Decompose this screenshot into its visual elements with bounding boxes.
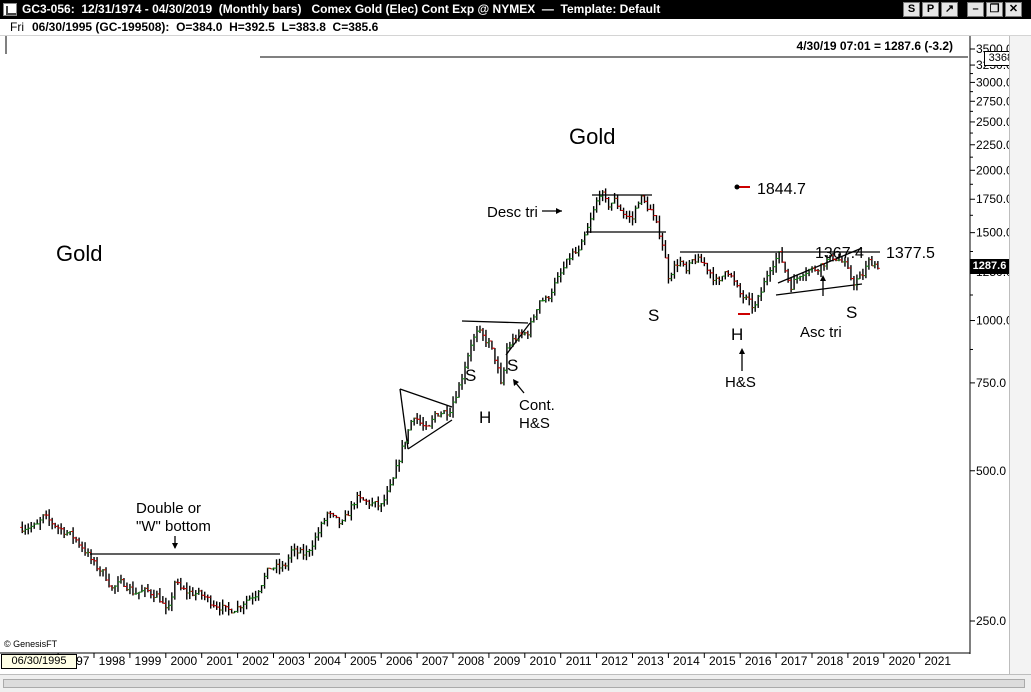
price-bars xyxy=(20,188,880,616)
cursor-date-box: 06/30/1995 xyxy=(1,654,77,669)
x-tick-label: 2004 xyxy=(314,654,341,668)
x-tick-label: 1999 xyxy=(135,654,162,668)
cont-hs-slope xyxy=(505,322,531,356)
minimize-button[interactable]: – xyxy=(967,2,984,17)
neckline-price-label: 1367.4 xyxy=(815,245,864,262)
asc-tri-arrowhead xyxy=(820,275,826,281)
chart-title-left: Gold xyxy=(56,241,102,266)
ohlc-readout: 06/30/1995 (GC-199508): O=384.0 H=392.5 … xyxy=(32,20,379,34)
pattern-lines xyxy=(90,184,880,555)
y-tick-label: 2750.0 xyxy=(976,94,1009,108)
x-tick-label: 2019 xyxy=(853,654,880,668)
x-tick-label: 2007 xyxy=(422,654,449,668)
x-tick-label: 2017 xyxy=(781,654,808,668)
desc-tri-arrowhead xyxy=(556,208,562,214)
y-tick-label: 3000.0 xyxy=(976,75,1009,89)
y-tick-label: 2250.0 xyxy=(976,138,1009,152)
asc-tri-upper xyxy=(777,247,863,284)
cont-hs-arrowhead xyxy=(513,379,519,386)
y-tick-label: 500.0 xyxy=(976,464,1006,478)
x-tick-label: 2001 xyxy=(206,654,233,668)
x-tick-label: 2003 xyxy=(278,654,305,668)
genesis-credit: © GenesisFT xyxy=(4,639,58,649)
y-tick-label: 2000.0 xyxy=(976,163,1009,177)
x-tick-label: 2010 xyxy=(529,654,556,668)
hs-left-shoulder: S xyxy=(648,306,659,325)
vertical-scrollbar[interactable] xyxy=(1009,36,1031,674)
desc-tri-label: Desc tri xyxy=(487,204,538,221)
x-tick-label: 2016 xyxy=(745,654,772,668)
hs-arrowhead xyxy=(739,348,745,354)
sym-tri-lower xyxy=(407,419,453,450)
x-tick-label: 2013 xyxy=(637,654,664,668)
window-titlebar: GC3-056: 12/31/1974 - 04/30/2019 (Monthl… xyxy=(0,0,1031,19)
x-tick-label: 1998 xyxy=(99,654,126,668)
x-tick-label: 2009 xyxy=(494,654,521,668)
day-label: Fri xyxy=(10,20,24,34)
hs-head: H xyxy=(731,325,743,344)
chart-app-icon xyxy=(3,3,17,16)
window-title: GC3-056: 12/31/1974 - 04/30/2019 (Monthl… xyxy=(22,2,661,16)
axes xyxy=(0,36,971,654)
y-tick-label: 1000.0 xyxy=(976,314,1009,328)
x-tick-label: 2006 xyxy=(386,654,413,668)
sym-tri-left xyxy=(399,388,409,450)
scroll-thumb[interactable] xyxy=(3,679,1025,688)
peak-dot xyxy=(734,184,740,190)
x-tick-label: 2002 xyxy=(242,654,269,668)
x-tick-label: 2005 xyxy=(350,654,377,668)
x-axis: 1997199819992000200120022003200420052006… xyxy=(57,653,951,668)
wbottom-arrowhead xyxy=(172,543,178,549)
x-tick-label: 2011 xyxy=(566,654,592,668)
x-tick-label: 2015 xyxy=(709,654,736,668)
restore-button[interactable]: ❐ xyxy=(986,2,1003,17)
asc-tri-lower xyxy=(775,283,863,296)
last-price-tag: 1287.6 xyxy=(970,259,1009,274)
last-price-readout: 4/30/19 07:01 = 1287.6 (-3.2) xyxy=(796,39,953,53)
x-tick-label: 2020 xyxy=(888,654,915,668)
y-tick-label: 1500.0 xyxy=(976,226,1009,240)
y-tick-label: 1750.0 xyxy=(976,192,1009,206)
cont-hs-head: H xyxy=(479,408,491,427)
price-chart[interactable]: 3500.03250.03000.02750.02500.02250.02000… xyxy=(0,36,1009,674)
asc-tri-label: Asc tri xyxy=(800,324,842,341)
s-button[interactable]: S xyxy=(903,2,920,17)
y-tick-label: 750.0 xyxy=(976,376,1006,390)
double-bottom-label-2: "W" bottom xyxy=(136,518,211,535)
y-axis: 3500.03250.03000.02750.02500.02250.02000… xyxy=(970,42,1009,628)
sym-tri-upper xyxy=(399,388,453,408)
x-tick-label: 2008 xyxy=(458,654,485,668)
x-tick-label: 2000 xyxy=(170,654,197,668)
p-button[interactable]: P xyxy=(922,2,939,17)
resistance-price-label: 1377.5 xyxy=(886,245,935,262)
chart-title-center: Gold xyxy=(569,124,615,149)
y-tick-label: 250.0 xyxy=(976,614,1006,628)
x-tick-label: 2012 xyxy=(601,654,628,668)
y-tick-label: 2500.0 xyxy=(976,115,1009,129)
popout-icon[interactable]: ↗ xyxy=(941,2,958,17)
cont-hs-right-shoulder: S xyxy=(507,356,518,375)
x-tick-label: 2014 xyxy=(673,654,700,668)
x-tick-label: 2018 xyxy=(817,654,844,668)
horizontal-scrollbar[interactable] xyxy=(0,674,1031,692)
close-button[interactable]: ✕ xyxy=(1005,2,1022,17)
bar-info-strip: Fri 06/30/1995 (GC-199508): O=384.0 H=39… xyxy=(0,19,1031,36)
annotations: Gold Gold Double or"W" bottom Desc tri 1844.… xyxy=(56,124,935,535)
cont-hs-label: Cont. xyxy=(519,397,555,414)
cont-hs-left-shoulder: S xyxy=(465,366,476,385)
hs-label: H&S xyxy=(725,374,756,391)
x-tick-label: 2021 xyxy=(924,654,951,668)
peak-price-label: 1844.7 xyxy=(757,181,806,198)
hs-right-shoulder: S xyxy=(846,303,857,322)
cont-hs-neckline xyxy=(461,320,529,324)
double-bottom-label: Double or xyxy=(136,500,201,517)
cont-hs-label-2: H&S xyxy=(519,415,550,432)
